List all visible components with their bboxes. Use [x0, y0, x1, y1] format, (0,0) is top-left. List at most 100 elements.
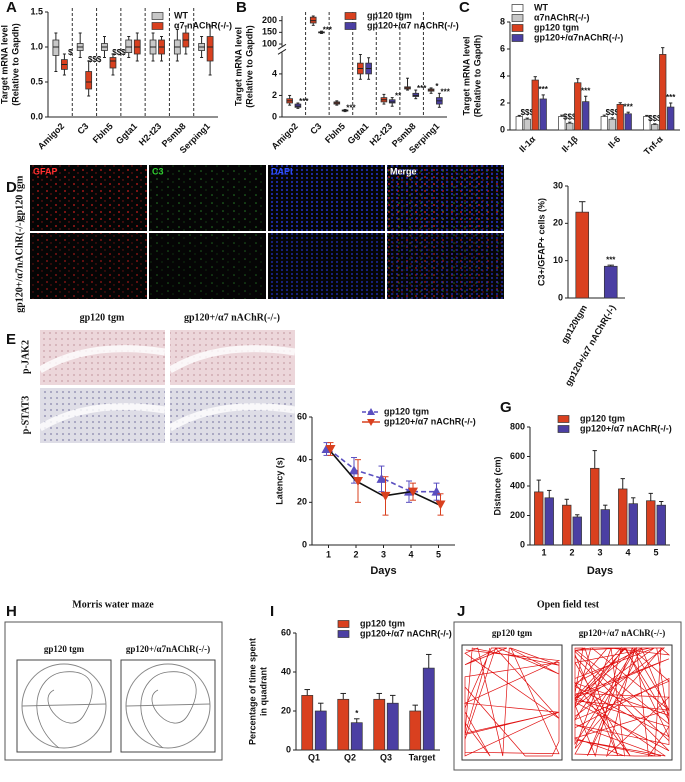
y-axis-label: Latency (s) — [274, 457, 284, 505]
legend-label: gp120 tgm — [360, 618, 405, 628]
x-tick-label: 1 — [326, 549, 331, 559]
x-tick-label: 2 — [569, 547, 574, 557]
legend-swatch — [511, 14, 524, 22]
box — [388, 99, 396, 104]
legend-swatch — [344, 22, 357, 30]
significance: *** — [346, 104, 356, 113]
bar — [301, 695, 314, 751]
bar — [646, 500, 656, 546]
legend-label: α7 nAChR(-/-) — [174, 20, 232, 30]
tissue-band — [168, 345, 296, 374]
y-tick-label: 200 — [510, 510, 525, 520]
bar — [600, 509, 610, 546]
x-tick-label: Amigo2 — [269, 121, 299, 151]
bar — [574, 82, 582, 131]
y-tick-label: 600 — [510, 451, 525, 461]
legend-label: α7nAChR(-/-) — [534, 12, 590, 22]
swim-path — [140, 671, 197, 749]
legend-label: gp120 tgm — [534, 22, 579, 32]
bar — [651, 124, 659, 131]
row-label: gp120 tgm — [14, 175, 25, 220]
bar — [572, 516, 582, 546]
arena — [461, 644, 563, 761]
panel-title: Open field test — [537, 599, 600, 610]
row-label: p-STAT3 — [20, 396, 31, 435]
arena — [571, 644, 673, 761]
legend-label: gp120+/α7 nAChR(-/-) — [367, 20, 459, 30]
y-tick-label: 0 — [286, 744, 291, 754]
significance: *** — [323, 25, 333, 34]
trajectory — [463, 647, 561, 757]
legend-marker — [367, 408, 375, 415]
legend-label: gp120 tgm — [580, 413, 625, 423]
y-tick-label: 6 — [500, 43, 505, 53]
track-frame — [120, 659, 216, 753]
bar — [409, 710, 422, 751]
legend-swatch — [151, 22, 164, 30]
bar — [616, 103, 624, 131]
micrograph-signal — [30, 233, 147, 299]
significance: *** — [299, 97, 309, 106]
y-tick-label: 20 — [281, 705, 291, 715]
significance: ** — [395, 92, 402, 101]
bar — [590, 467, 600, 546]
bar — [566, 122, 574, 131]
x-tick-label: Ggta1 — [345, 121, 370, 146]
column-label: gp120+/α7 nAChR(-/-) — [184, 312, 280, 323]
y-axis-label: C3+/GFAP+ cells (%) — [536, 198, 546, 286]
y-axis-label: Target mRNA level — [461, 36, 471, 115]
x-tick-label: 4 — [625, 547, 630, 557]
x-tick-label: 4 — [408, 549, 413, 559]
bar — [628, 503, 638, 546]
legend-swatch — [337, 620, 350, 628]
marker — [380, 491, 391, 501]
channel-label: C3 — [152, 166, 164, 176]
x-tick-label: Fbln5 — [91, 121, 115, 145]
x-tick-label: H2-t23 — [137, 121, 164, 148]
y-tick-label: 1.5 — [30, 6, 43, 16]
y-tick-label: 40 — [297, 454, 307, 464]
tissue-band — [38, 403, 166, 432]
y-tick-label: 0 — [558, 292, 563, 302]
y-tick-label: 400 — [510, 480, 525, 490]
marker — [435, 500, 446, 510]
y-tick-label: 800 — [510, 421, 525, 431]
y-tick-label: 100 — [262, 38, 277, 48]
panel-label: D — [6, 179, 17, 196]
panel-label: H — [6, 603, 17, 620]
column-label: gp120 tgm — [44, 644, 85, 654]
legend-swatch — [511, 24, 524, 32]
legend-label: gp120 tgm — [367, 10, 412, 20]
x-tick-label: Tnf-α — [642, 134, 665, 157]
column-label: gp120 tgm — [492, 628, 533, 638]
legend-label: WT — [534, 2, 548, 12]
significance: $ — [68, 48, 73, 57]
legend-swatch — [557, 415, 570, 423]
y-tick-label: 8 — [500, 16, 505, 26]
legend-swatch — [337, 630, 350, 638]
box — [412, 92, 420, 97]
panel-label: B — [236, 0, 247, 16]
significance: *** — [417, 84, 427, 93]
legend-label: WT — [174, 10, 188, 20]
panel-title: Morris water maze — [72, 599, 154, 610]
bar — [582, 101, 590, 131]
x-tick-label: Fbln5 — [323, 121, 347, 145]
tissue-band — [38, 345, 166, 374]
panel-label: E — [6, 331, 16, 348]
panel-label: I — [270, 603, 274, 620]
x-tick-label: 3 — [597, 547, 602, 557]
bar — [350, 722, 363, 751]
y-tick-label: 0 — [272, 111, 277, 121]
y-axis-label: Target mRNA level — [233, 27, 243, 106]
marker — [325, 445, 336, 454]
micrograph-signal — [149, 165, 266, 231]
bar — [314, 710, 327, 751]
significance: *** — [624, 102, 634, 111]
bar — [544, 497, 554, 546]
micrograph-signal — [268, 165, 385, 231]
bar — [656, 504, 666, 546]
bar — [422, 667, 435, 751]
significance: $$$ — [648, 114, 662, 123]
